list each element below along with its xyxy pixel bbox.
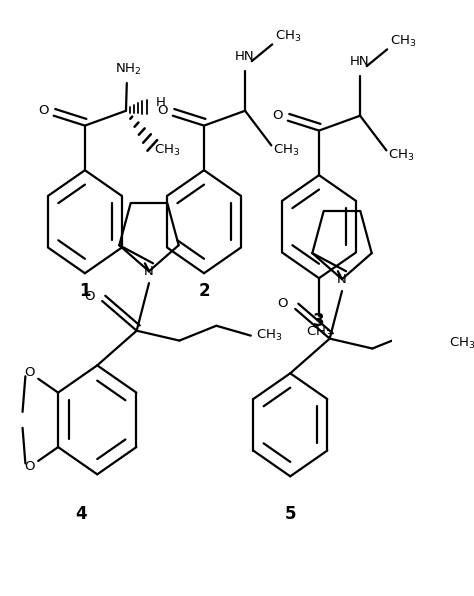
- Text: 3: 3: [313, 312, 325, 330]
- Text: CH$_3$: CH$_3$: [275, 29, 302, 44]
- Text: O: O: [84, 290, 95, 303]
- Text: CH$_3$: CH$_3$: [388, 148, 414, 163]
- Text: H: H: [155, 97, 165, 109]
- Text: CH$_3$: CH$_3$: [273, 143, 300, 158]
- Text: CH$_3$: CH$_3$: [306, 325, 332, 340]
- Text: NH$_2$: NH$_2$: [115, 61, 142, 77]
- Text: CH$_3$: CH$_3$: [255, 328, 282, 343]
- Text: O: O: [38, 104, 49, 117]
- Text: 5: 5: [284, 505, 296, 523]
- Text: O: O: [24, 367, 35, 379]
- Text: O: O: [278, 297, 288, 311]
- Text: HN: HN: [235, 50, 255, 63]
- Text: 1: 1: [79, 282, 91, 300]
- Text: CH$_3$: CH$_3$: [449, 336, 474, 351]
- Text: 2: 2: [198, 282, 210, 300]
- Text: O: O: [158, 104, 168, 117]
- Text: N: N: [144, 265, 154, 278]
- Text: O: O: [273, 109, 283, 122]
- Text: CH$_3$: CH$_3$: [154, 143, 180, 158]
- Text: N: N: [337, 273, 347, 285]
- Text: 4: 4: [75, 505, 87, 523]
- Text: HN: HN: [350, 55, 370, 68]
- Text: CH$_3$: CH$_3$: [391, 34, 417, 49]
- Text: O: O: [24, 461, 35, 473]
